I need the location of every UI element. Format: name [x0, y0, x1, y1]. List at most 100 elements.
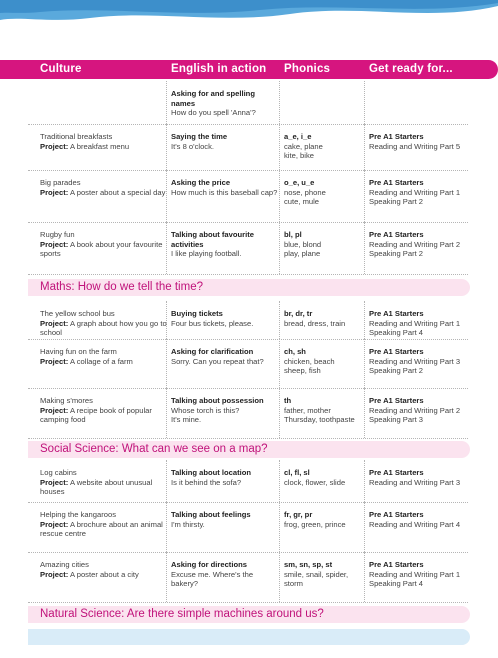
ready-line: Reading and Writing Part 4 [369, 519, 461, 529]
ready-cell: Pre A1 Starters Reading and Writing Part … [369, 178, 473, 207]
project-label: Project: [40, 356, 69, 366]
column-header-get-ready-for: Get ready for... [369, 63, 453, 75]
column-divider [279, 170, 280, 222]
column-header-culture: Culture [40, 63, 82, 75]
phonics-cell: br, dr, tr bread, dress, train [284, 309, 366, 328]
row-divider [28, 602, 468, 603]
row-divider [28, 502, 468, 503]
table-row: Big parades Project: A poster about a spe… [0, 170, 498, 222]
column-divider [364, 339, 365, 388]
english-title: Talking about location [171, 468, 252, 477]
culture-cell: Log cabins Project: A website about unusu… [40, 468, 168, 497]
project-label: Project: [40, 519, 69, 529]
table-header: Culture English in action Phonics Get re… [0, 60, 498, 79]
english-title: Buying tickets [171, 309, 223, 318]
row-divider [28, 339, 468, 340]
column-divider [364, 552, 365, 602]
english-line: I'm thirsty. [171, 519, 205, 529]
culture-title: Amazing cities [40, 560, 89, 569]
column-divider [279, 301, 280, 339]
phonics-title: sm, sn, sp, st [284, 560, 333, 569]
culture-cell: Making s'mores Project: A recipe book of … [40, 396, 168, 425]
ready-cell: Pre A1 Starters Reading and Writing Part … [369, 347, 473, 376]
project-label: Project: [40, 318, 69, 328]
english-title: Asking the price [171, 178, 231, 187]
culture-project: Project: A brochure about an animal resc… [40, 520, 168, 539]
english-title: Asking for and spelling names [171, 89, 255, 108]
phonics-line: kite, bike [284, 151, 314, 161]
english-cell: Asking for and spelling names How do you … [171, 89, 281, 118]
culture-project: Project: A poster about a special day [40, 188, 168, 198]
project-text: A collage of a farm [69, 356, 133, 366]
ready-title: Pre A1 Starters [369, 178, 424, 187]
bottom-band [28, 629, 470, 645]
culture-title: Having fun on the farm [40, 347, 117, 356]
column-divider [279, 388, 280, 438]
english-cell: Asking the price How much is this basebal… [171, 178, 281, 197]
row-divider [28, 552, 468, 553]
phonics-line: cake, plane [284, 141, 323, 151]
project-text: A graph about how you go to school [40, 318, 167, 338]
culture-project: Project: A collage of a farm [40, 357, 168, 367]
phonics-title: br, dr, tr [284, 309, 313, 318]
row-divider [28, 170, 468, 171]
phonics-title: fr, gr, pr [284, 510, 313, 519]
culture-title: Log cabins [40, 468, 77, 477]
phonics-cell: fr, gr, pr frog, green, prince [284, 510, 366, 529]
culture-cell: Rugby fun Project: A book about your favo… [40, 230, 168, 259]
ready-line: Reading and Writing Part 1 [369, 318, 461, 328]
column-divider [364, 81, 365, 124]
project-text: A breakfast menu [69, 141, 130, 151]
column-divider [279, 552, 280, 602]
project-text: A poster about a city [69, 569, 139, 579]
ready-title: Pre A1 Starters [369, 396, 424, 405]
row-divider [28, 124, 468, 125]
row-divider [28, 222, 468, 223]
phonics-line: nose, phone [284, 187, 326, 197]
ready-line: Reading and Writing Part 2 [369, 239, 461, 249]
phonics-cell: ch, sh chicken, beach sheep, fish [284, 347, 366, 376]
ready-cell: Pre A1 Starters Reading and Writing Part … [369, 510, 473, 529]
project-text: A brochure about an animal rescue centre [40, 519, 163, 539]
phonics-line: father, mother [284, 405, 331, 415]
english-cell: Asking for directions Excuse me. Where's … [171, 560, 281, 589]
english-line: It's mine. [171, 415, 202, 425]
phonics-line: bread, dress, train [284, 318, 346, 328]
english-cell: Saying the time It's 8 o'clock. [171, 132, 281, 151]
culture-cell: The yellow school bus Project: A graph ab… [40, 309, 168, 338]
phonics-line: smile, snail, spider, storm [284, 569, 349, 589]
culture-title: The yellow school bus [40, 309, 115, 318]
column-divider [166, 339, 167, 388]
column-divider [166, 388, 167, 438]
ready-cell: Pre A1 Starters Reading and Writing Part … [369, 309, 473, 338]
ready-line: Reading and Writing Part 3 [369, 356, 461, 366]
culture-title: Big parades [40, 178, 81, 187]
column-divider [166, 502, 167, 552]
ready-line: Reading and Writing Part 1 [369, 569, 461, 579]
english-line: How much is this baseball cap? [171, 187, 278, 197]
table-row: Rugby fun Project: A book about your favo… [0, 222, 498, 274]
section-heading-2: Social Science: What can we see on a map… [28, 441, 470, 458]
column-divider [166, 460, 167, 502]
english-title: Talking about favourite activities [171, 230, 254, 249]
column-divider [279, 502, 280, 552]
column-divider [364, 502, 365, 552]
english-cell: Talking about possession Whose torch is t… [171, 396, 281, 425]
ready-title: Pre A1 Starters [369, 132, 424, 141]
ready-title: Pre A1 Starters [369, 468, 424, 477]
project-text: A poster about a special day [69, 187, 166, 197]
column-divider [364, 388, 365, 438]
culture-project: Project: A graph about how you go to sch… [40, 319, 168, 338]
culture-cell: Amazing cities Project: A poster about a … [40, 560, 168, 579]
project-label: Project: [40, 477, 69, 487]
table-row: Amazing cities Project: A poster about a … [0, 552, 498, 602]
ready-cell: Pre A1 Starters Reading and Writing Part … [369, 396, 473, 425]
row-divider [28, 388, 468, 389]
english-cell: Asking for clarification Sorry. Can you r… [171, 347, 281, 366]
table-row: Having fun on the farm Project: A collage… [0, 339, 498, 388]
english-title: Talking about possession [171, 396, 264, 405]
project-label: Project: [40, 141, 69, 151]
ready-line: Reading and Writing Part 5 [369, 141, 461, 151]
column-divider [166, 170, 167, 222]
phonics-title: ch, sh [284, 347, 306, 356]
